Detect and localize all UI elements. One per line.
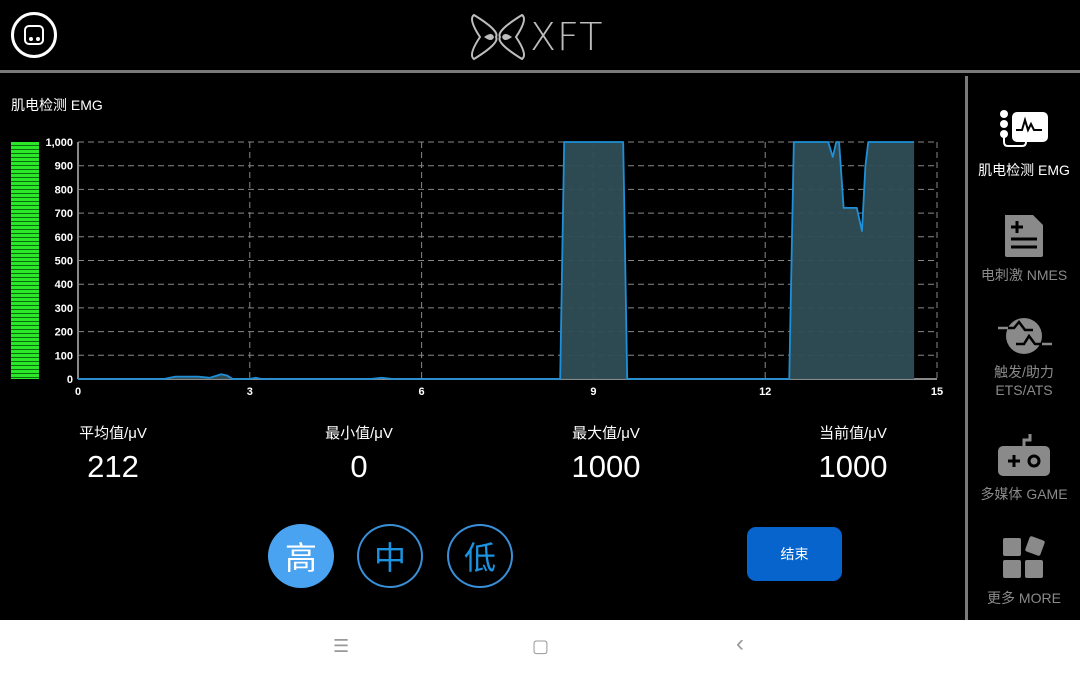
sidebar-item-nmes[interactable]: 电刺激 NMES <box>968 213 1080 285</box>
stat-average: 平均值/μV 212 <box>13 422 213 485</box>
top-bar: XFT <box>0 0 1080 73</box>
y-tick-label: 1,000 <box>45 137 73 149</box>
y-tick-label: 200 <box>55 327 73 339</box>
sidebar-item-label: 更多 MORE <box>987 590 1061 606</box>
stat-label: 平均值/μV <box>79 425 147 442</box>
sidebar: 肌电检测 EMG 电刺激 NMES 触发/助力 ETS/ATS 多媒体 GAME… <box>965 76 1080 620</box>
level-low-button[interactable]: 低 <box>447 524 513 588</box>
x-tick-label: 12 <box>759 386 771 398</box>
x-tick-label: 9 <box>590 386 596 398</box>
waveform-circle-icon <box>998 318 1052 354</box>
stat-value: 1000 <box>571 449 641 484</box>
emg-chart: 0 100 200 300 400 500 600 700 800 900 1,000 0 3 6 9 12 1… <box>45 137 943 398</box>
robot-icon <box>24 25 44 45</box>
stat-min: 最小值/μV 0 <box>259 422 459 485</box>
grid-icon <box>1003 536 1045 578</box>
x-tick-label: 3 <box>247 386 253 398</box>
menu-icon[interactable]: ☰ <box>333 636 350 656</box>
gamepad-icon <box>998 434 1050 476</box>
system-nav-bar: ☰ ▢ ‹ <box>0 620 1080 675</box>
y-tick-label: 0 <box>67 374 73 386</box>
stat-label: 当前值/μV <box>819 425 887 442</box>
y-tick-label: 700 <box>55 208 73 220</box>
sidebar-item-label: 电刺激 NMES <box>980 267 1068 283</box>
home-icon[interactable]: ▢ <box>532 636 550 656</box>
y-tick-label: 900 <box>55 161 73 173</box>
xft-logo: XFT <box>470 10 603 64</box>
y-tick-label: 300 <box>55 303 73 315</box>
stat-value: 1000 <box>818 449 888 484</box>
sidebar-item-emg[interactable]: 肌电检测 EMG <box>968 108 1080 180</box>
stat-label: 最大值/μV <box>572 425 640 442</box>
x-tick-label: 0 <box>75 386 81 398</box>
level-medium-button[interactable]: 中 <box>357 524 423 588</box>
emg-level-meter <box>11 142 39 379</box>
stat-current: 当前值/μV 1000 <box>753 422 953 485</box>
sidebar-item-more[interactable]: 更多 MORE <box>968 536 1080 608</box>
end-button[interactable]: 结束 <box>747 527 842 581</box>
robot-button[interactable] <box>11 12 57 58</box>
emg-area-fill <box>78 142 915 379</box>
logo-text: XFT <box>530 15 604 59</box>
y-tick-label: 600 <box>55 232 73 244</box>
stat-label: 最小值/μV <box>325 425 393 442</box>
sidebar-item-label: 肌电检测 EMG <box>978 162 1070 178</box>
level-high-button[interactable]: 高 <box>268 524 334 588</box>
panel-title: 肌电检测 EMG <box>11 97 103 113</box>
sidebar-item-ets-ats[interactable]: 触发/助力 ETS/ATS <box>968 316 1080 398</box>
xft-logo-icon <box>471 13 525 61</box>
y-tick-label: 400 <box>55 279 73 291</box>
back-icon[interactable]: ‹ <box>736 630 744 657</box>
sidebar-item-label: 多媒体 GAME <box>980 486 1068 502</box>
y-tick-label: 100 <box>55 350 73 362</box>
emg-series-line <box>78 141 915 380</box>
emg-icon <box>1000 110 1048 147</box>
stat-value: 212 <box>87 449 139 484</box>
sidebar-item-label: 触发/助力 ETS/ATS <box>994 364 1054 398</box>
document-plus-minus-icon <box>1005 215 1043 257</box>
y-tick-label: 800 <box>55 184 73 196</box>
stat-max: 最大值/μV 1000 <box>506 422 706 485</box>
x-tick-label: 15 <box>931 386 943 398</box>
sidebar-item-game[interactable]: 多媒体 GAME <box>968 432 1080 504</box>
x-tick-label: 6 <box>419 386 425 398</box>
y-tick-label: 500 <box>55 256 73 268</box>
stat-value: 0 <box>350 449 368 484</box>
